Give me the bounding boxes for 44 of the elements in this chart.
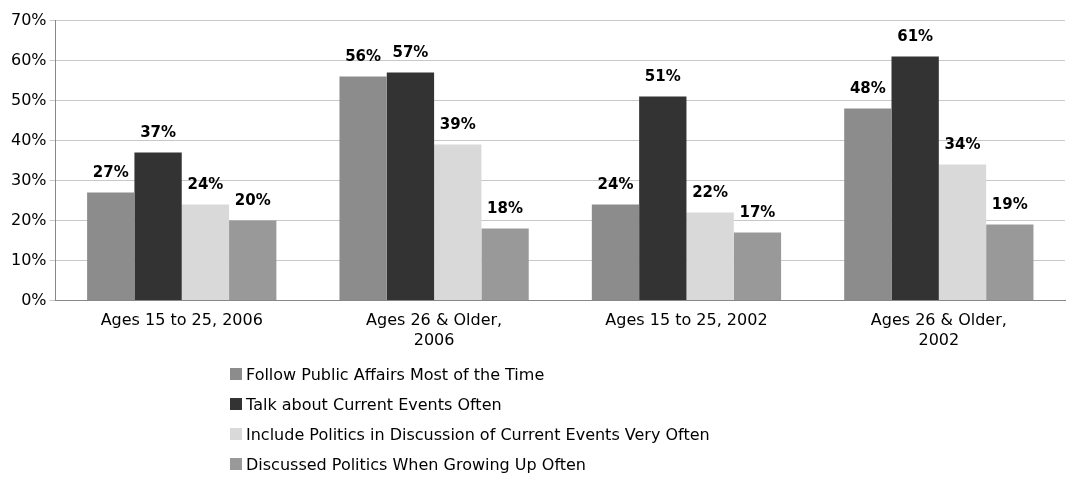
legend-label: Include Politics in Discussion of Current Events Very Often xyxy=(246,424,710,444)
data-label: 37% xyxy=(140,122,177,141)
bar xyxy=(639,96,687,301)
bar xyxy=(938,164,987,301)
data-label: 20% xyxy=(234,190,271,209)
y-tick-label: 0% xyxy=(21,289,47,309)
data-label: 19% xyxy=(991,194,1028,213)
bar xyxy=(434,144,482,301)
legend-label: Follow Public Affairs Most of the Time xyxy=(246,364,545,384)
bar xyxy=(481,228,529,301)
x-tick-label: Ages 15 to 25, 2002 xyxy=(605,310,768,330)
legend-label: Discussed Politics When Growing Up Often xyxy=(246,454,587,474)
data-label: 18% xyxy=(487,198,524,217)
bar xyxy=(686,212,734,301)
y-tick-label: 60% xyxy=(11,49,47,69)
bar xyxy=(733,232,782,301)
data-label: 51% xyxy=(644,66,681,85)
data-label: 57% xyxy=(392,42,429,61)
x-tick-label: Ages 26 & Older, 2002 xyxy=(870,310,1007,349)
bar xyxy=(891,56,939,301)
data-label: 17% xyxy=(739,202,776,221)
bar xyxy=(134,152,182,301)
x-tick-label: Ages 26 & Older, 2006 xyxy=(366,310,503,349)
y-tick-label: 40% xyxy=(11,129,47,149)
data-label: 27% xyxy=(92,162,129,181)
y-tick-label: 30% xyxy=(11,169,47,189)
legend-label: Talk about Current Events Often xyxy=(246,394,502,414)
data-label: 22% xyxy=(692,182,729,201)
y-tick-label: 50% xyxy=(11,89,47,109)
bar xyxy=(386,72,435,301)
x-tick-label: Ages 15 to 25, 2006 xyxy=(100,310,263,330)
y-tick-label: 10% xyxy=(11,249,47,269)
data-label: 34% xyxy=(944,134,981,153)
bar xyxy=(181,204,230,301)
data-label: 61% xyxy=(897,26,934,45)
y-tick-label: 20% xyxy=(11,209,47,229)
bar xyxy=(229,220,277,301)
bar xyxy=(986,224,1034,301)
data-label: 24% xyxy=(597,174,634,193)
data-label: 24% xyxy=(187,174,224,193)
data-label: 56% xyxy=(345,46,382,65)
data-label: 39% xyxy=(439,114,476,133)
y-tick-label: 70% xyxy=(11,9,47,29)
data-label: 48% xyxy=(849,78,886,97)
